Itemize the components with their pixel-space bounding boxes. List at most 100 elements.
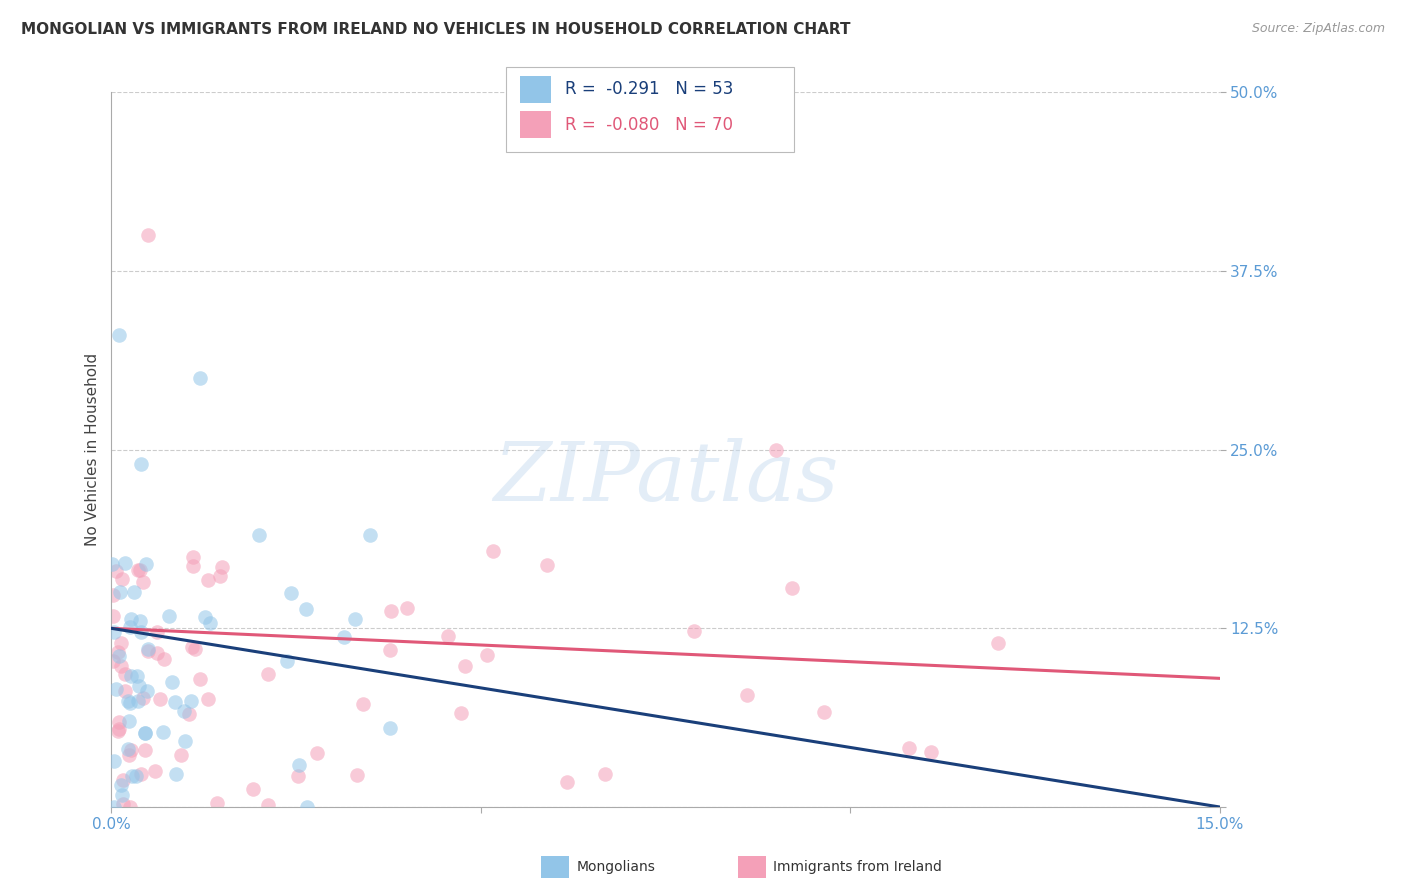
Text: R =  -0.080   N = 70: R = -0.080 N = 70 xyxy=(565,116,733,134)
Point xyxy=(173,734,195,748)
Point xyxy=(437,629,460,643)
Point xyxy=(101,608,124,623)
Point xyxy=(101,654,124,668)
Point xyxy=(813,705,835,719)
Point xyxy=(111,788,134,802)
Point xyxy=(170,748,193,763)
Point xyxy=(380,642,402,657)
Point xyxy=(120,743,142,757)
Point xyxy=(129,625,152,640)
Point xyxy=(295,602,318,616)
Point xyxy=(765,442,787,457)
Point xyxy=(143,764,166,779)
Point xyxy=(101,557,124,571)
Point xyxy=(197,574,219,588)
Point xyxy=(180,694,202,708)
Point xyxy=(134,743,156,757)
Point xyxy=(287,769,309,783)
Text: MONGOLIAN VS IMMIGRANTS FROM IRELAND NO VEHICLES IN HOUSEHOLD CORRELATION CHART: MONGOLIAN VS IMMIGRANTS FROM IRELAND NO … xyxy=(21,22,851,37)
Point xyxy=(181,550,204,565)
Point xyxy=(247,528,270,542)
Point xyxy=(108,715,131,730)
Point xyxy=(132,690,155,705)
Point xyxy=(180,640,202,654)
Point xyxy=(146,625,169,640)
Point xyxy=(117,694,139,708)
Point xyxy=(920,745,942,759)
Point xyxy=(114,557,136,571)
Point xyxy=(482,544,505,558)
Point xyxy=(110,659,132,673)
Point xyxy=(207,796,229,810)
Point xyxy=(110,778,132,792)
Point xyxy=(118,748,141,763)
Point xyxy=(125,769,148,783)
Point xyxy=(897,741,920,756)
Point xyxy=(128,679,150,693)
Point xyxy=(108,722,131,736)
Point xyxy=(111,772,134,787)
Point xyxy=(184,641,207,656)
Point xyxy=(454,659,477,673)
Point xyxy=(105,681,128,696)
Point xyxy=(735,689,758,703)
Point xyxy=(120,668,142,682)
Point xyxy=(475,648,498,663)
Point xyxy=(211,560,233,574)
Point xyxy=(380,604,402,618)
Point xyxy=(782,582,804,596)
Point xyxy=(103,800,125,814)
Point xyxy=(378,721,401,735)
Point xyxy=(332,630,354,644)
Point xyxy=(136,642,159,657)
Point xyxy=(536,558,558,572)
Point xyxy=(256,797,278,812)
Point xyxy=(287,757,309,772)
Point xyxy=(359,528,381,542)
Point xyxy=(135,557,157,571)
Point xyxy=(153,652,176,666)
Point xyxy=(276,654,298,668)
Text: ZIPatlas: ZIPatlas xyxy=(492,438,838,518)
Point xyxy=(108,584,131,599)
Point xyxy=(200,615,222,630)
Point xyxy=(107,724,129,739)
Point xyxy=(134,725,156,739)
Point xyxy=(188,371,211,385)
Point xyxy=(128,563,150,577)
Point xyxy=(593,766,616,780)
Point xyxy=(110,636,132,650)
Point xyxy=(107,645,129,659)
Point xyxy=(177,706,200,721)
Point xyxy=(188,672,211,686)
Point xyxy=(183,559,205,574)
Point xyxy=(135,684,157,698)
Point xyxy=(450,706,472,720)
Point xyxy=(555,775,578,789)
Point xyxy=(114,667,136,681)
Point xyxy=(129,614,152,628)
Point xyxy=(257,666,280,681)
Point xyxy=(197,691,219,706)
Point xyxy=(149,691,172,706)
Point xyxy=(194,609,217,624)
Point xyxy=(242,781,264,796)
Y-axis label: No Vehicles in Household: No Vehicles in Household xyxy=(86,353,100,546)
Point xyxy=(122,585,145,599)
Point xyxy=(165,767,187,781)
Point xyxy=(117,742,139,756)
Point xyxy=(118,696,141,710)
Point xyxy=(146,646,169,660)
Point xyxy=(125,669,148,683)
Point xyxy=(305,746,328,760)
Point xyxy=(118,620,141,634)
Point xyxy=(127,694,149,708)
Point xyxy=(682,624,704,639)
Text: R =  -0.291   N = 53: R = -0.291 N = 53 xyxy=(565,80,734,98)
Point xyxy=(103,624,125,639)
Point xyxy=(114,683,136,698)
Point xyxy=(110,572,132,586)
Point xyxy=(346,768,368,782)
Point xyxy=(352,697,374,711)
Point xyxy=(111,797,134,811)
